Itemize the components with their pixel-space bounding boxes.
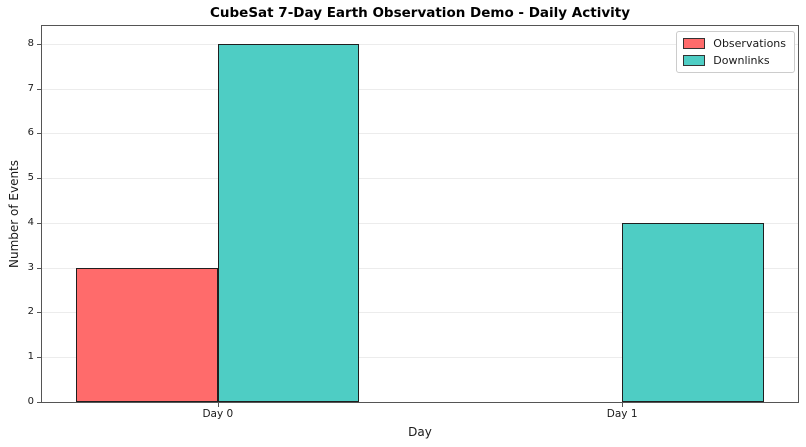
y-tick-mark-0 [37, 402, 41, 403]
y-tick-label-6: 6 [27, 127, 34, 139]
y-tick-label-1: 1 [27, 351, 34, 363]
gridline-y-8 [42, 43, 798, 45]
x-tick-label-0: Day 0 [202, 408, 234, 420]
y-tick-label-5: 5 [27, 172, 34, 184]
gridline-y-1 [42, 357, 798, 359]
y-tick-label-7: 7 [27, 82, 34, 94]
bar-downlinks-day-0 [217, 43, 360, 402]
y-tick-mark-3 [37, 267, 41, 269]
gridline-y-7 [42, 88, 798, 90]
y-tick-mark-1 [37, 357, 41, 359]
legend-swatch-observations [683, 38, 706, 49]
legend-item-observations: Observations [683, 37, 786, 50]
y-tick-mark-6 [37, 133, 41, 135]
plot-area [41, 25, 799, 403]
y-tick-label-2: 2 [27, 306, 34, 318]
gridline-y-5 [42, 178, 798, 180]
gridline-y-2 [42, 312, 798, 314]
x-axis-label: Day [408, 425, 432, 439]
y-tick-label-0: 0 [27, 396, 34, 407]
legend-label-downlinks: Downlinks [713, 54, 770, 67]
gridline-y-3 [42, 267, 798, 269]
x-tick-mark-0 [217, 403, 219, 407]
x-tick-mark-1 [622, 403, 624, 407]
bar-observations-day-0 [76, 267, 218, 402]
y-tick-mark-4 [37, 222, 41, 224]
y-tick-label-8: 8 [27, 37, 34, 49]
gridline-y-6 [42, 133, 798, 135]
y-tick-label-4: 4 [27, 216, 34, 228]
chart-title: CubeSat 7-Day Earth Observation Demo - D… [209, 5, 631, 21]
y-tick-label-3: 3 [27, 261, 34, 273]
y-tick-mark-5 [37, 178, 41, 180]
x-tick-label-1: Day 1 [606, 408, 638, 420]
y-tick-mark-2 [37, 312, 41, 314]
legend-item-downlinks: Downlinks [683, 54, 786, 67]
legend-label-observations: Observations [713, 37, 786, 50]
bar-downlinks-day-1 [622, 222, 764, 402]
gridline-y-4 [42, 222, 798, 224]
y-tick-mark-7 [37, 88, 41, 90]
legend: Observations Downlinks [676, 31, 795, 73]
legend-swatch-downlinks [683, 55, 706, 66]
y-tick-mark-8 [37, 43, 41, 45]
